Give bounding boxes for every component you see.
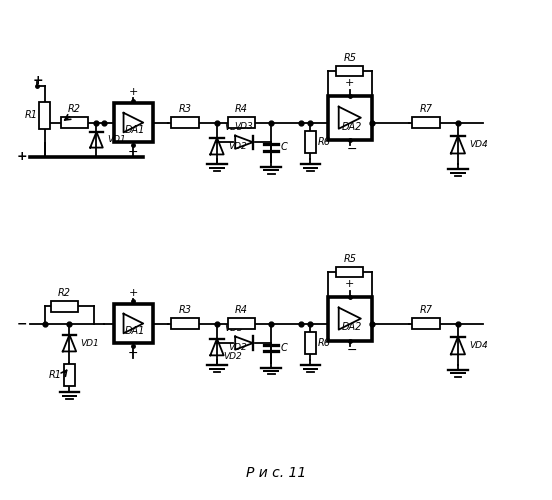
Bar <box>328 96 372 140</box>
Text: C: C <box>281 343 288 353</box>
Text: VD1: VD1 <box>107 135 125 144</box>
Bar <box>228 117 255 128</box>
Text: VD3: VD3 <box>224 124 243 132</box>
Text: +: + <box>345 78 354 88</box>
Text: −: − <box>128 146 139 159</box>
Text: R2: R2 <box>68 104 81 115</box>
Text: R5: R5 <box>343 254 356 264</box>
Bar <box>64 364 75 386</box>
Text: VD4: VD4 <box>469 341 488 350</box>
Text: VD2: VD2 <box>228 342 247 351</box>
Text: −: − <box>17 317 28 330</box>
Bar <box>51 301 78 312</box>
Bar <box>172 117 199 128</box>
Bar <box>412 318 439 329</box>
Text: DA2: DA2 <box>342 122 362 132</box>
Bar <box>305 131 316 153</box>
Bar <box>336 66 363 76</box>
Text: +: + <box>32 74 43 88</box>
Text: +: + <box>345 279 354 289</box>
Text: R3: R3 <box>178 104 192 115</box>
Text: VD3: VD3 <box>235 122 253 131</box>
Text: VD4: VD4 <box>469 140 488 149</box>
Bar <box>114 103 153 142</box>
Text: VD2: VD2 <box>223 352 242 361</box>
Bar <box>61 117 88 128</box>
Text: R4: R4 <box>235 104 248 115</box>
Text: DA1: DA1 <box>125 326 146 336</box>
Text: R6: R6 <box>318 137 331 147</box>
Bar <box>39 102 50 128</box>
Text: R6: R6 <box>318 338 331 348</box>
Bar <box>172 318 199 329</box>
Text: R1: R1 <box>24 110 38 120</box>
Text: R1: R1 <box>49 370 62 380</box>
Text: +: + <box>129 288 138 298</box>
Text: DA2: DA2 <box>342 322 362 332</box>
Text: R7: R7 <box>420 104 433 115</box>
Text: −: − <box>128 347 139 360</box>
Text: R2: R2 <box>58 288 71 298</box>
Bar <box>328 296 372 341</box>
Text: −: − <box>347 344 358 357</box>
Bar <box>305 332 316 354</box>
Text: +: + <box>129 87 138 97</box>
Text: R7: R7 <box>420 305 433 315</box>
Text: VD1: VD1 <box>80 338 99 347</box>
Text: R4: R4 <box>235 305 248 315</box>
Text: DA1: DA1 <box>125 126 146 136</box>
Text: Р и с. 11: Р и с. 11 <box>246 466 306 480</box>
Text: VD3: VD3 <box>224 324 243 334</box>
Text: VD2: VD2 <box>228 142 247 150</box>
Text: −: − <box>347 143 358 156</box>
Text: R3: R3 <box>178 305 192 315</box>
Text: R5: R5 <box>343 54 356 64</box>
Bar <box>228 318 255 329</box>
Bar <box>336 267 363 277</box>
Text: +: + <box>17 150 28 164</box>
Text: C: C <box>281 142 288 152</box>
Bar <box>412 117 439 128</box>
Bar <box>114 304 153 343</box>
